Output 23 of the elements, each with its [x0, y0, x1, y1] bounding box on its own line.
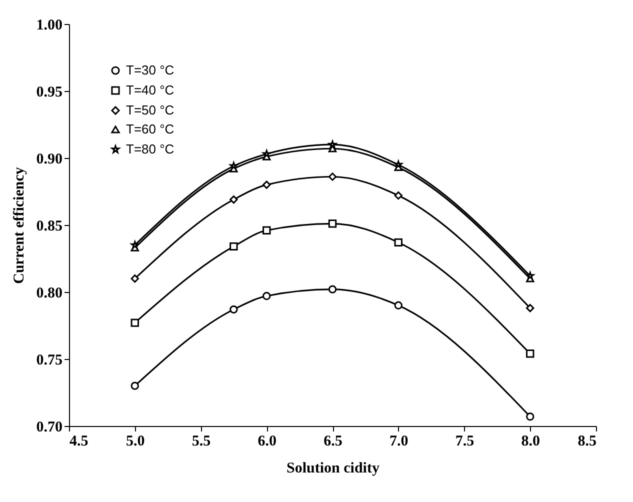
x-tick-label: 7.5	[455, 434, 474, 450]
x-tick-label: 8.5	[578, 434, 596, 450]
y-axis-title: Current efficiency	[11, 166, 28, 284]
y-tick-label: 0.70	[36, 420, 62, 436]
x-tick-label: 6.5	[324, 434, 342, 450]
x-tick-label: 8.0	[521, 434, 540, 450]
x-axis-title: Solution cidity	[286, 460, 380, 476]
y-tick-label: 0.80	[36, 286, 62, 302]
legend-label: T=40 °C	[126, 82, 174, 98]
x-tick-label: 5.5	[192, 434, 211, 450]
x-tick-label: 6.0	[258, 434, 276, 450]
legend-label: T=60 °C	[126, 122, 174, 136]
y-tick-label: 1.00	[36, 18, 62, 34]
legend-label: T=80 °C	[126, 142, 174, 156]
x-tick-label: 4.5	[70, 434, 88, 450]
y-tick-label: 0.90	[36, 152, 62, 168]
y-tick-label: 0.85	[36, 218, 62, 234]
x-tick-label: 7.0	[390, 434, 408, 450]
legend-label: T=50 °C	[126, 102, 174, 118]
legend-label: T=30 °C	[126, 62, 174, 78]
y-tick-label: 0.75	[36, 352, 62, 368]
x-tick-label: 5.0	[126, 434, 145, 450]
y-tick-label: 0.95	[36, 84, 62, 100]
